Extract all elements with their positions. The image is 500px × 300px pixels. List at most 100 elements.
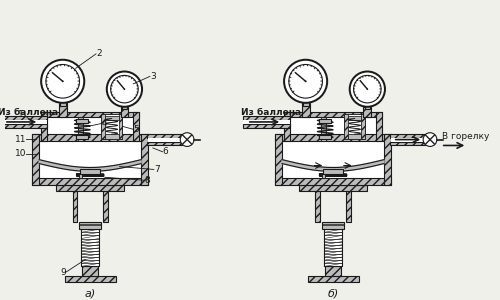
Bar bbox=[282, 141, 384, 178]
Bar bbox=[0, 120, 47, 124]
Bar bbox=[0, 124, 47, 128]
Bar bbox=[80, 222, 101, 229]
Bar bbox=[324, 229, 342, 266]
Bar bbox=[376, 112, 382, 141]
Bar bbox=[322, 174, 324, 178]
Bar bbox=[78, 117, 83, 141]
Bar bbox=[344, 114, 366, 139]
Bar bbox=[122, 106, 127, 109]
Circle shape bbox=[350, 71, 385, 107]
Bar bbox=[391, 138, 425, 142]
Bar bbox=[76, 119, 88, 123]
Bar bbox=[362, 114, 366, 139]
Bar bbox=[276, 134, 282, 185]
Text: 3: 3 bbox=[150, 72, 156, 81]
Text: В горелку: В горелку bbox=[442, 132, 489, 141]
Bar bbox=[147, 142, 182, 146]
Bar bbox=[284, 112, 290, 141]
Bar bbox=[47, 117, 133, 141]
Bar bbox=[325, 266, 341, 276]
Text: 1: 1 bbox=[18, 110, 24, 118]
Bar bbox=[101, 114, 105, 139]
Circle shape bbox=[284, 60, 327, 103]
Bar bbox=[348, 116, 362, 121]
Bar bbox=[82, 229, 99, 266]
Bar bbox=[32, 134, 39, 185]
Bar bbox=[299, 185, 368, 191]
Bar bbox=[344, 114, 348, 139]
Bar bbox=[316, 191, 320, 222]
Text: Из баллона: Из баллона bbox=[241, 108, 301, 117]
Bar bbox=[321, 117, 326, 141]
Text: 11: 11 bbox=[15, 135, 26, 144]
Bar bbox=[80, 169, 100, 174]
Circle shape bbox=[289, 64, 322, 98]
Text: 8: 8 bbox=[144, 176, 150, 185]
Text: Из баллона: Из баллона bbox=[0, 108, 58, 117]
Bar bbox=[308, 276, 358, 282]
Bar bbox=[348, 134, 362, 139]
Circle shape bbox=[366, 88, 368, 90]
Bar bbox=[79, 174, 82, 178]
Circle shape bbox=[180, 133, 194, 146]
Text: 10: 10 bbox=[15, 149, 26, 158]
Bar bbox=[141, 134, 148, 185]
Bar bbox=[32, 134, 148, 141]
Bar bbox=[390, 134, 425, 138]
Text: 7: 7 bbox=[154, 165, 160, 174]
Bar bbox=[276, 178, 391, 185]
Bar bbox=[364, 107, 372, 117]
Bar bbox=[302, 103, 310, 117]
Text: 9: 9 bbox=[60, 268, 66, 277]
Circle shape bbox=[110, 75, 138, 103]
Bar bbox=[32, 178, 148, 185]
Text: б): б) bbox=[328, 289, 338, 299]
Bar bbox=[39, 141, 141, 178]
Bar bbox=[56, 185, 124, 191]
Circle shape bbox=[107, 71, 142, 107]
Bar bbox=[103, 191, 108, 222]
Bar bbox=[105, 134, 118, 139]
Text: 4: 4 bbox=[102, 119, 108, 128]
Bar bbox=[148, 138, 182, 142]
Text: 6: 6 bbox=[162, 147, 168, 156]
Bar bbox=[302, 102, 308, 106]
Bar bbox=[384, 134, 391, 185]
Circle shape bbox=[62, 80, 64, 82]
Bar bbox=[0, 116, 47, 120]
Text: а): а) bbox=[84, 289, 96, 299]
Bar bbox=[290, 117, 376, 141]
Bar bbox=[41, 112, 139, 117]
Circle shape bbox=[46, 64, 80, 98]
Bar bbox=[101, 114, 122, 139]
Bar bbox=[324, 169, 343, 174]
Bar bbox=[72, 191, 78, 222]
Circle shape bbox=[423, 133, 437, 146]
Bar bbox=[147, 134, 182, 138]
Bar bbox=[120, 107, 128, 117]
Text: 2: 2 bbox=[96, 50, 102, 58]
Bar bbox=[60, 102, 66, 106]
Bar bbox=[243, 120, 290, 124]
Bar bbox=[118, 114, 122, 139]
Bar bbox=[320, 135, 331, 139]
Text: 5: 5 bbox=[133, 125, 139, 134]
Bar bbox=[41, 112, 47, 141]
Bar bbox=[322, 222, 344, 229]
Bar bbox=[284, 112, 382, 117]
Circle shape bbox=[354, 75, 381, 103]
Bar bbox=[59, 103, 66, 117]
Bar bbox=[243, 116, 290, 120]
Circle shape bbox=[305, 80, 306, 82]
Bar bbox=[64, 276, 116, 282]
Bar bbox=[320, 119, 331, 123]
Bar bbox=[76, 135, 88, 139]
Polygon shape bbox=[39, 160, 141, 171]
Bar bbox=[243, 124, 290, 128]
Bar bbox=[276, 134, 391, 141]
Circle shape bbox=[124, 88, 125, 90]
Bar bbox=[390, 142, 425, 146]
Bar bbox=[346, 191, 350, 222]
Polygon shape bbox=[282, 160, 384, 171]
Bar bbox=[105, 116, 118, 121]
